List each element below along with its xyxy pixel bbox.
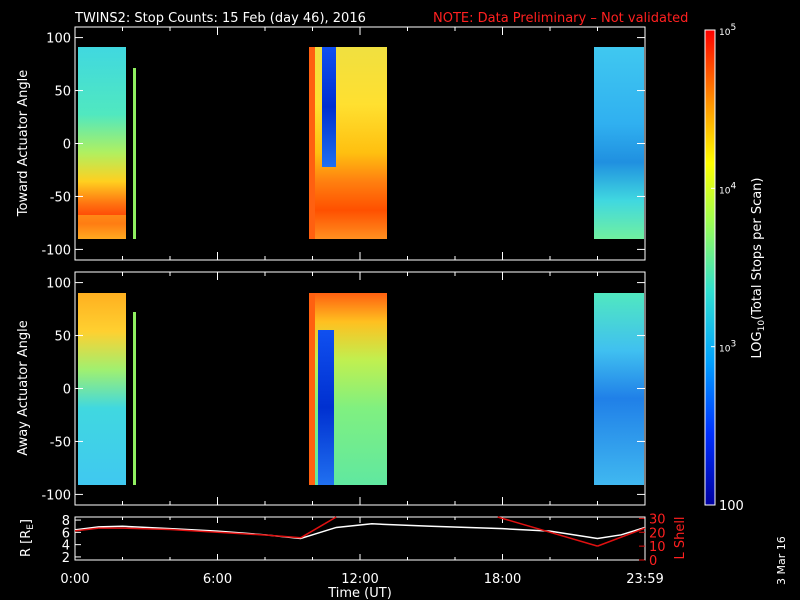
radius-ylabel: R [RE] bbox=[19, 519, 36, 557]
away-block-4 bbox=[594, 293, 644, 485]
lshell-segment bbox=[122, 527, 171, 531]
toward-edge-band bbox=[309, 47, 315, 239]
xtick-label: 18:00 bbox=[484, 572, 521, 587]
panel-away-blocks bbox=[78, 293, 644, 485]
ytick-label: -100 bbox=[41, 243, 71, 258]
panel-toward-blocks bbox=[78, 47, 644, 239]
colorbar-tick-label: 105 bbox=[719, 23, 736, 38]
lshell-segment bbox=[169, 528, 218, 534]
ytick-label: 0 bbox=[63, 138, 71, 153]
panel-toward: -100 -50 0 50 100 Toward Actuator Angle bbox=[16, 26, 646, 261]
lshell-segment bbox=[300, 523, 325, 539]
toward-block-1 bbox=[78, 47, 126, 239]
radius-tick-label: 2 bbox=[62, 551, 70, 566]
lshell-segment bbox=[74, 527, 99, 532]
lshell-ylabel: L Shell bbox=[673, 516, 688, 559]
away-edge-band bbox=[309, 293, 315, 485]
ytick-label: 100 bbox=[46, 277, 71, 292]
xtick-label: 0:00 bbox=[60, 572, 89, 587]
ytick-label: 50 bbox=[54, 330, 71, 345]
chart-title: TWINS2: Stop Counts: 15 Feb (day 46), 20… bbox=[74, 11, 366, 26]
toward-block-2 bbox=[133, 68, 136, 239]
lshell-segment bbox=[597, 527, 646, 547]
away-block-2 bbox=[133, 312, 136, 485]
ytick-label: 0 bbox=[63, 383, 71, 398]
panel-away: -100 -50 0 50 100 Away Actuator Angle bbox=[16, 271, 646, 506]
colorbar-tick-label: 103 bbox=[719, 340, 736, 355]
lshell-segment bbox=[264, 534, 301, 539]
radius-tick-label: 6 bbox=[62, 526, 70, 541]
time-xlabel: Time (UT) bbox=[327, 586, 392, 600]
colorbar-scale bbox=[704, 29, 716, 506]
lshell-tick-label: 20 bbox=[649, 526, 666, 541]
date-stamp: 3 Mar 16 bbox=[775, 536, 788, 585]
colorbar-tick-label: 100 bbox=[719, 499, 744, 514]
panel-orbit-frame bbox=[74, 516, 646, 561]
lshell-tick-label: 30 bbox=[649, 512, 666, 527]
xtick-label: 23:59 bbox=[626, 572, 663, 587]
radius-line bbox=[74, 523, 646, 540]
lshell-tick-label: 0 bbox=[649, 554, 657, 569]
toward-stripes-1 bbox=[78, 215, 126, 239]
radius-tick-label: 4 bbox=[62, 539, 70, 554]
toward-block-3 bbox=[309, 47, 387, 239]
lshell-segment bbox=[217, 531, 266, 536]
preliminary-note: NOTE: Data Preliminary – Not validated bbox=[433, 11, 688, 26]
ytick-label: -100 bbox=[41, 488, 71, 503]
away-ylabel: Away Actuator Angle bbox=[16, 320, 31, 455]
lshell-tick-label: 10 bbox=[649, 540, 666, 555]
colorbar: 105 104 103 100 LOG10(Total Stops per Scan) bbox=[704, 23, 767, 514]
xtick-label: 6:00 bbox=[203, 572, 232, 587]
xtick-label: 12:00 bbox=[341, 572, 378, 587]
lshell-segment bbox=[497, 516, 598, 547]
radius-tick-label: 8 bbox=[62, 514, 70, 529]
ytick-label: -50 bbox=[50, 435, 71, 450]
colorbar-label: LOG10(Total Stops per Scan) bbox=[750, 178, 767, 359]
toward-blue-band bbox=[322, 47, 336, 167]
ytick-label: -50 bbox=[50, 190, 71, 205]
away-blue-band bbox=[318, 330, 334, 485]
colorbar-tick-label: 104 bbox=[719, 181, 736, 196]
ytick-label: 100 bbox=[46, 32, 71, 47]
toward-block-4 bbox=[594, 47, 644, 239]
ytick-label: 50 bbox=[54, 85, 71, 100]
away-block-1 bbox=[78, 293, 126, 485]
toward-ylabel: Toward Actuator Angle bbox=[16, 70, 31, 217]
lshell-segment bbox=[323, 516, 337, 525]
